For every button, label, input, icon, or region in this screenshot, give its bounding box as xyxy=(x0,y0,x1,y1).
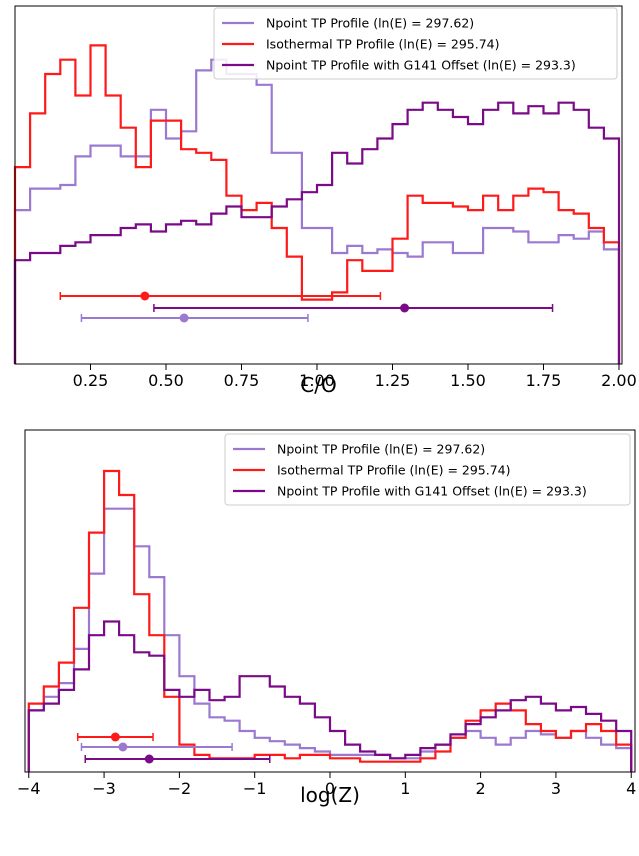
x-tick-label: −1 xyxy=(243,779,267,798)
errorbar-point-2 xyxy=(140,291,150,301)
co-ratio-panel: 0.25 0.50 0.75 1.00 1.25 1.50 1.75 2.00 C/O Npoin… xyxy=(13,5,637,397)
errorbar-2 xyxy=(59,291,382,301)
plot-frame xyxy=(14,5,623,365)
x-tick-label: 0 xyxy=(325,779,335,798)
errorbar-point-3 xyxy=(144,754,154,764)
errorbar-3 xyxy=(153,303,554,313)
series-line-2 xyxy=(13,44,621,364)
legend-label-1: Npoint TP Profile (ln(E) = 297.62) xyxy=(266,16,474,31)
x-tick-label: 1.25 xyxy=(375,371,411,390)
x-tick-label: −3 xyxy=(92,779,116,798)
errorbar-point-1 xyxy=(118,742,128,752)
errorbar-point-2 xyxy=(110,732,120,742)
x-tick-label: 3 xyxy=(551,779,561,798)
errorbar-point-1 xyxy=(179,313,189,323)
legend: Npoint TP Profile (ln(E) = 297.62) Isothe… xyxy=(224,433,631,506)
errorbar-2 xyxy=(76,732,154,742)
errorbar-1 xyxy=(80,313,309,323)
legend-label-1: Npoint TP Profile (ln(E) = 297.62) xyxy=(277,442,485,457)
x-tick-label: 4 xyxy=(626,779,636,798)
series-line-3 xyxy=(13,101,621,364)
x-tick-label: 2 xyxy=(476,779,486,798)
x-tick-label: −4 xyxy=(17,779,41,798)
metallicity-panel: −4 −3 −2 −1 0 1 2 3 4 log(Z) Npoint TP Profile (ln… xyxy=(17,429,636,807)
errorbar-1 xyxy=(80,742,233,752)
x-tick-label: 0.25 xyxy=(73,371,109,390)
series-line-3 xyxy=(27,620,633,772)
errorbar-point-3 xyxy=(400,303,410,313)
legend-label-2: Isothermal TP Profile (ln(E) = 295.74) xyxy=(266,37,500,52)
x-tick-label: 0.75 xyxy=(224,371,260,390)
series-line-1 xyxy=(13,58,621,364)
x-tick-label: 1.75 xyxy=(526,371,562,390)
series-line-2 xyxy=(27,469,633,772)
x-tick-label: −2 xyxy=(168,779,192,798)
x-axis-label: C/O xyxy=(300,373,336,397)
x-tick-label: 2.00 xyxy=(601,371,637,390)
x-axis-label: log(Z) xyxy=(300,783,360,807)
legend-label-3: Npoint TP Profile with G141 Offset (ln(E… xyxy=(277,484,587,499)
series-line-1 xyxy=(27,507,633,772)
errorbar-3 xyxy=(84,754,271,764)
x-tick-label: 1 xyxy=(400,779,410,798)
x-tick-label: 1.50 xyxy=(450,371,486,390)
legend-label-2: Isothermal TP Profile (ln(E) = 295.74) xyxy=(277,463,511,478)
legend-label-3: Npoint TP Profile with G141 Offset (ln(E… xyxy=(266,58,576,73)
x-tick-label: 0.50 xyxy=(148,371,184,390)
x-tick-label: 1.00 xyxy=(299,371,335,390)
legend: Npoint TP Profile (ln(E) = 297.62) Isothe… xyxy=(213,7,618,80)
